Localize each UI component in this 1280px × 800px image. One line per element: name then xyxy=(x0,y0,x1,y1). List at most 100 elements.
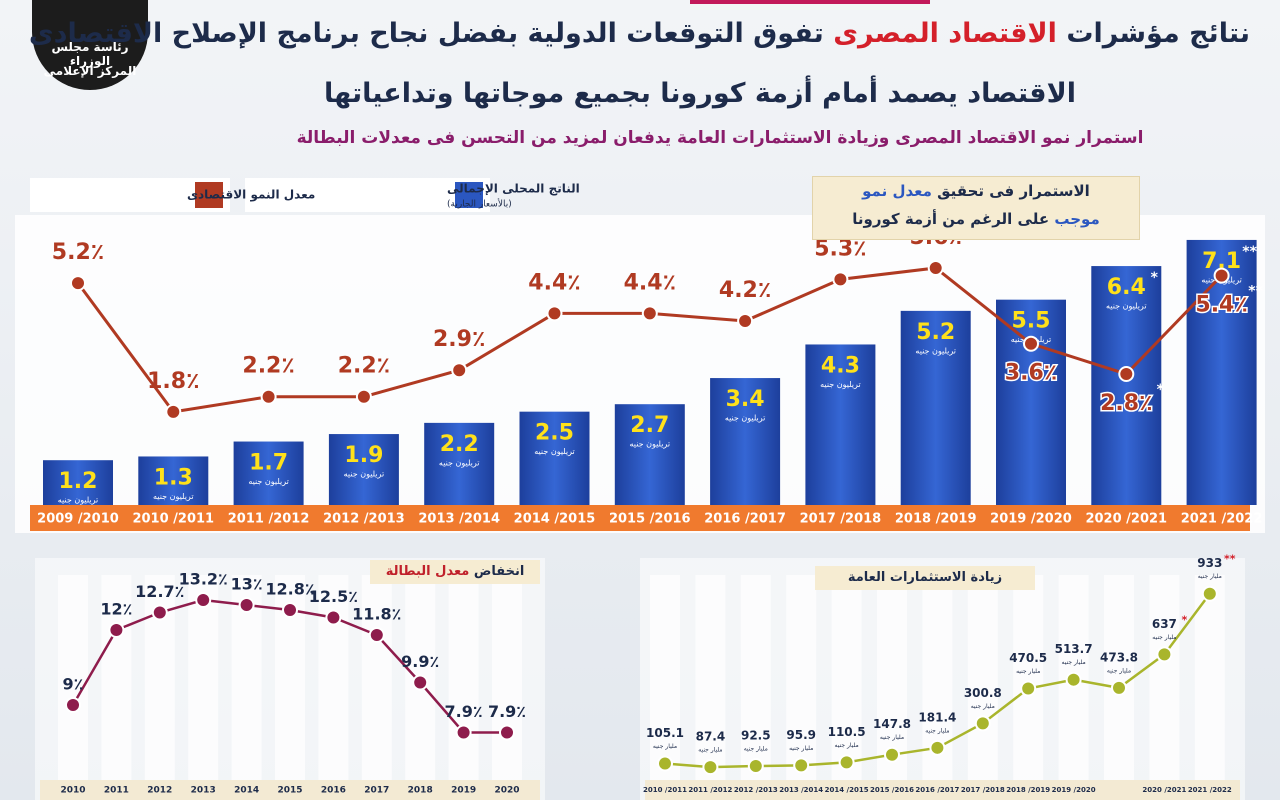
x-tick-label: 2016 /2017 xyxy=(704,512,786,527)
x-tick-label: 2019 /2020 xyxy=(1052,786,1096,794)
point-label: 4.2٪ xyxy=(719,278,771,303)
point xyxy=(927,260,944,276)
point-label: 12.5٪ xyxy=(309,587,358,606)
x-tick-label: 2010 /2011 xyxy=(643,786,687,794)
bar xyxy=(710,378,781,505)
bar-value: 2.7 xyxy=(630,413,669,438)
point-unit: مليار جنيه xyxy=(1152,634,1176,641)
legend-note: (بالأسعار الجارية) xyxy=(447,198,512,210)
x-tick-label: 2009 /2010 xyxy=(37,512,119,527)
point-label: 9٪ xyxy=(63,675,84,694)
x-tick-label: 2017 /2018 xyxy=(800,512,882,527)
point-label: 7.9٪ xyxy=(445,702,483,721)
point xyxy=(455,724,472,741)
point-unit: مليار جنيه xyxy=(1198,573,1222,580)
point-label: 3.6٪ xyxy=(1005,361,1057,386)
bar-unit: تريليون جنيه xyxy=(248,477,289,486)
bar-value: 2.2 xyxy=(440,432,479,457)
point xyxy=(368,627,385,643)
point xyxy=(108,622,125,638)
bar-unit: تريليون جنيه xyxy=(820,380,861,389)
column-stripe xyxy=(786,575,817,780)
point-unit: مليار جنيه xyxy=(744,746,768,753)
column-stripe xyxy=(695,575,726,780)
x-tick-label: 2011 /2012 xyxy=(688,786,732,794)
bar xyxy=(43,460,113,505)
point xyxy=(499,724,515,741)
point-unit: مليار جنيه xyxy=(925,727,949,734)
x-tick-label: 2015 /2016 xyxy=(870,786,914,794)
callout-text: على الرغم من أزمة كورونا xyxy=(852,210,1050,228)
point-label: 12٪ xyxy=(100,600,132,619)
callout-highlight: موجب xyxy=(1054,210,1100,228)
x-tick-label: 2013 /2014 xyxy=(779,786,823,794)
point xyxy=(1213,267,1230,284)
bar-unit: تريليون جنيه xyxy=(58,496,99,505)
chart-title: انخفاض معدل البطالة xyxy=(370,560,540,584)
column-stripe xyxy=(1013,575,1044,780)
x-tick-label: 2018 /2019 xyxy=(1006,786,1050,794)
point-asterisk: ** xyxy=(1248,284,1263,300)
point-label: 147.8 xyxy=(873,717,911,731)
point xyxy=(832,271,849,288)
column-stripe xyxy=(650,575,680,780)
bar xyxy=(900,310,971,505)
point xyxy=(451,362,468,379)
axis-band xyxy=(645,780,1240,800)
point xyxy=(1020,680,1037,697)
x-tick-label: 2010 xyxy=(60,786,85,796)
point-label: 13.2٪ xyxy=(179,570,228,589)
point-label: 9.9٪ xyxy=(401,652,439,671)
bar xyxy=(424,422,495,505)
point-label: 513.7 xyxy=(1055,642,1093,656)
legend-swatch xyxy=(455,182,483,208)
bar-value: 5.2 xyxy=(916,320,955,345)
point-label: 92.5 xyxy=(741,729,771,743)
point xyxy=(546,305,563,322)
bar xyxy=(805,344,876,505)
column-stripe xyxy=(740,575,771,780)
title-highlight: الاقتصاد المصرى xyxy=(833,18,1057,49)
point xyxy=(974,715,991,732)
point xyxy=(238,597,255,613)
title-highlight: معدل البطالة xyxy=(385,564,470,579)
point xyxy=(355,388,372,405)
bar-unit: تريليون جنيه xyxy=(1106,302,1147,311)
bar-value: 1.7 xyxy=(249,451,288,476)
bar-value: 6.4 xyxy=(1107,275,1146,300)
point xyxy=(260,388,277,405)
point xyxy=(793,757,810,774)
point-label: 2.9٪ xyxy=(433,327,485,352)
point xyxy=(325,609,342,626)
point-label: 2.8٪ xyxy=(1100,391,1152,416)
column-stripe xyxy=(101,575,132,780)
column-stripe xyxy=(1104,575,1134,780)
chart-title: زيادة الاستثمارات العامة xyxy=(815,566,1035,590)
point-asterisk: ** xyxy=(1224,553,1236,566)
x-tick-label: 2014 xyxy=(234,786,259,796)
x-tick-label: 2019 /2020 xyxy=(990,512,1072,527)
point-unit: مليار جنيه xyxy=(1016,668,1040,675)
logo: رئاسة مجلس الوزراء المركز الإعلامى xyxy=(32,0,148,90)
bar-value: 5.5 xyxy=(1012,309,1051,334)
x-tick-label: 2011 /2012 xyxy=(228,512,310,527)
x-tick-label: 2017 xyxy=(364,786,389,796)
bar-unit: تريليون جنيه xyxy=(344,470,385,479)
point-label: 2.2٪ xyxy=(242,354,294,379)
callout-line: الاستمرار فى تحقيق معدل نمو xyxy=(813,177,1139,205)
x-tick-label: 2020 /2021 xyxy=(1085,512,1167,527)
point xyxy=(929,739,946,756)
point-label: 12.7٪ xyxy=(135,582,184,601)
point-label: 11.8٪ xyxy=(352,605,401,624)
bar-unit: تريليون جنيه xyxy=(915,346,956,355)
x-tick-label: 2011 xyxy=(104,786,129,796)
logo-top: رئاسة مجلس الوزراء xyxy=(51,40,129,68)
point xyxy=(1118,366,1135,382)
point-unit: مليار جنيه xyxy=(698,747,722,754)
point xyxy=(1111,679,1127,696)
column-stripe xyxy=(188,575,219,780)
legend-label: معدل النمو الاقتصادى xyxy=(187,188,315,203)
bar-value: 1.9 xyxy=(344,443,383,468)
column-stripe xyxy=(967,575,998,780)
